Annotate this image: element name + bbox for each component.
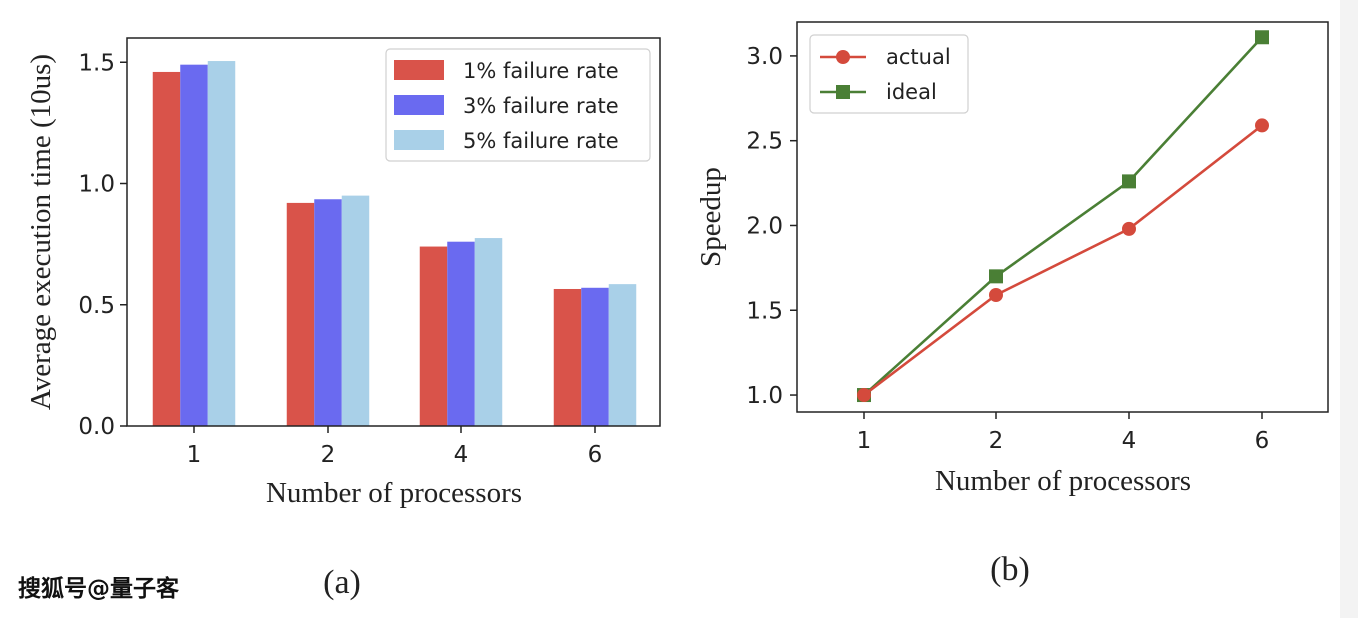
chart-a-bar-3-6	[608, 284, 637, 426]
chart-b-point-ideal-2	[989, 269, 1003, 284]
chart-b-x-ticks: 1 2 4 6	[857, 412, 1270, 454]
chart-a-legend-label-3: 5% failure rate	[463, 129, 619, 153]
chart-b-y-axis-title: Speedup	[695, 167, 727, 267]
watermark-text: 搜狐号@量子客	[18, 575, 180, 602]
chart-b-y-tick-label: 2.5	[746, 129, 783, 155]
chart-b-legend-label-ideal: ideal	[886, 80, 937, 104]
chart-b-speedup: 1.0 1.5 2.0 2.5 3.0 1 2 4 6 Number of processor…	[695, 21, 1329, 588]
chart-b-point-actual-1	[857, 388, 871, 403]
chart-b-legend: actual ideal	[809, 34, 969, 114]
chart-a-legend-swatch-1	[394, 60, 444, 80]
chart-b-point-actual-6	[1255, 118, 1269, 133]
chart-b-y-tick-label: 3.0	[746, 44, 783, 70]
chart-b-line-ideal	[863, 36, 1263, 397]
chart-b-y-tick-label: 2.0	[746, 213, 783, 239]
chart-b-point-ideal-4	[1122, 174, 1136, 189]
chart-b-x-tick-label: 4	[1122, 428, 1137, 454]
chart-a-bar-3-4	[474, 238, 503, 426]
chart-a-legend-swatch-2	[394, 95, 444, 115]
chart-b-line-actual	[863, 124, 1263, 397]
chart-a-x-axis-title: Number of processors	[266, 477, 522, 509]
chart-a-bar-2-2	[314, 199, 342, 426]
chart-a-bar-2-1	[180, 64, 208, 427]
chart-a-x-ticks: 1 2 4 6	[187, 426, 603, 468]
chart-a-bar-2-4	[447, 241, 475, 426]
chart-a-y-tick-label: 1.5	[78, 50, 115, 76]
chart-b-y-ticks: 1.0 1.5 2.0 2.5 3.0	[746, 44, 797, 409]
chart-a-legend-label-1: 1% failure rate	[463, 59, 619, 83]
chart-b-point-ideal-6	[1255, 30, 1269, 45]
chart-b-plot-frame	[796, 21, 1329, 413]
chart-b-y-tick-label: 1.5	[746, 298, 783, 324]
chart-b-point-actual-2	[989, 288, 1003, 302]
chart-a-bar-3-1	[207, 61, 236, 426]
chart-b-legend-label-actual: actual	[886, 45, 951, 69]
chart-a-y-tick-label: 1.0	[78, 172, 115, 198]
chart-a-y-tick-label: 0.5	[78, 293, 115, 319]
chart-a-x-tick-label: 4	[454, 442, 469, 468]
chart-b-caption: (b)	[990, 551, 1030, 588]
chart-a-x-tick-label: 6	[588, 442, 603, 468]
chart-a-bar-1-4	[419, 246, 448, 426]
chart-b-x-axis-title: Number of processors	[935, 465, 1191, 497]
chart-b-legend-marker-actual	[836, 50, 850, 64]
chart-a-x-tick-label: 2	[321, 442, 336, 468]
chart-a-y-axis-title: Average execution time (10us)	[25, 54, 57, 410]
chart-a-legend-box	[385, 48, 651, 162]
chart-a-y-tick-label: 0.0	[78, 414, 115, 440]
chart-a-caption: (a)	[323, 564, 361, 601]
chart-a-y-ticks: 0.0 0.5 1.0 1.5	[78, 50, 127, 440]
chart-a-bar-1-6	[553, 288, 582, 426]
right-edge-shade	[1340, 0, 1358, 618]
chart-a-bar-3-2	[341, 195, 370, 426]
chart-b-legend-marker-ideal	[836, 85, 850, 99]
chart-a-legend: 1% failure rate 3% failure rate 5% failure…	[385, 48, 651, 162]
chart-a-bar-1-1	[152, 71, 181, 426]
chart-a-plot-frame	[126, 37, 661, 427]
chart-b-series	[857, 30, 1269, 403]
chart-a-x-tick-label: 1	[187, 442, 202, 468]
chart-a-bar-2-6	[581, 287, 609, 426]
chart-b-point-actual-4	[1122, 221, 1136, 236]
chart-b-y-tick-label: 1.0	[746, 383, 783, 409]
chart-a-execution-time: 0.0 0.5 1.0 1.5 1 2 4 6 Number of processors A…	[25, 37, 661, 601]
chart-a-legend-label-2: 3% failure rate	[463, 94, 619, 118]
chart-a-bar-1-2	[286, 202, 315, 426]
chart-a-legend-swatch-3	[394, 130, 444, 150]
chart-b-x-tick-label: 2	[989, 428, 1004, 454]
chart-a-bars	[152, 61, 637, 427]
chart-b-x-tick-label: 1	[857, 428, 872, 454]
chart-b-x-tick-label: 6	[1255, 428, 1270, 454]
